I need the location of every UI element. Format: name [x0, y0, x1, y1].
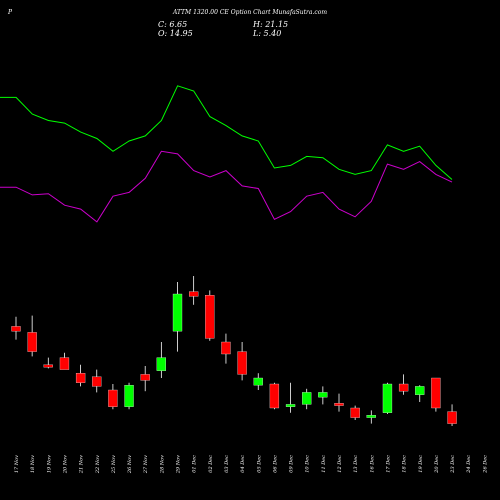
open-value: O: 14.95	[158, 29, 193, 38]
candle-body	[43, 364, 53, 368]
candle-body	[334, 403, 344, 406]
close-value: C: 6.65	[158, 20, 187, 29]
candle-body	[124, 385, 134, 407]
x-axis-ticks: 17 Nov 18 Nov 19 Nov 20 Nov 21 Nov 22 Nov 25 N…	[14, 455, 488, 474]
candle-body	[92, 376, 102, 387]
x-tick-label: 17 Dec	[385, 455, 391, 473]
candle-body	[269, 383, 280, 409]
candle-body	[350, 407, 360, 418]
candle-body	[140, 374, 150, 381]
candle-body	[221, 341, 231, 355]
x-tick-label: 03 Dec	[224, 455, 230, 473]
candle-body	[415, 386, 425, 395]
candle-body	[11, 326, 21, 332]
candle-body	[75, 373, 86, 383]
x-tick-label: 11 Dec	[321, 455, 327, 473]
candle-body	[237, 351, 247, 375]
x-tick-label: 18 Dec	[402, 455, 408, 473]
x-tick-label: 13 Dec	[353, 455, 359, 473]
x-tick-label: 05 Dec	[256, 455, 262, 473]
low-value: L: 5.40	[252, 29, 281, 38]
x-tick-label: 09 Dec	[289, 455, 295, 473]
x-tick-label: 26 Dec	[482, 455, 488, 474]
candle-body	[398, 383, 409, 392]
candles-group	[11, 276, 457, 426]
candle-body	[172, 293, 183, 332]
x-tick-label: 24 Dec	[466, 455, 472, 474]
x-tick-label: 29 Nov	[176, 455, 182, 474]
high-value: H: 21.15	[252, 20, 288, 29]
x-tick-label: 02 Dec	[208, 455, 214, 473]
x-tick-label: 23 Dec	[450, 455, 456, 474]
x-tick-label: 22 Nov	[95, 455, 101, 474]
candle-body	[59, 357, 70, 370]
candle-body	[253, 377, 263, 386]
symbol-label: P	[7, 9, 13, 16]
x-tick-label: 06 Dec	[272, 455, 278, 473]
x-tick-label: 20 Dec	[434, 455, 440, 474]
x-tick-label: 19 Nov	[46, 455, 52, 473]
x-tick-label: 01 Dec	[192, 455, 198, 473]
chart-title: ATTM 1320.00 CE Option Chart MunafaSutra…	[172, 9, 327, 16]
lower-band-line	[0, 150, 453, 223]
candle-body	[285, 404, 296, 407]
x-tick-label: 04 Dec	[240, 455, 246, 473]
x-tick-label: 18 Nov	[30, 455, 36, 473]
candle-body	[302, 392, 312, 405]
candle-body	[366, 415, 376, 418]
x-tick-label: 21 Nov	[79, 455, 85, 474]
x-tick-label: 16 Dec	[369, 455, 375, 473]
x-tick-label: 10 Dec	[305, 455, 311, 473]
x-tick-label: 17 Nov	[14, 455, 20, 473]
candle-body	[156, 357, 167, 371]
candle-body	[447, 411, 457, 424]
candle-body	[382, 383, 393, 413]
candle-body	[108, 389, 118, 407]
x-tick-label: 28 Nov	[159, 455, 165, 474]
x-tick-label: 12 Dec	[337, 455, 343, 473]
indicator-lines	[0, 85, 453, 223]
x-tick-label: 25 Nov	[111, 455, 117, 474]
x-tick-label: 27 Nov	[143, 455, 149, 474]
candle-body	[27, 332, 37, 352]
x-tick-label: 26 Nov	[127, 455, 133, 474]
upper-band-line	[0, 85, 453, 180]
x-tick-label: 19 Dec	[418, 455, 424, 473]
candle-body	[431, 377, 441, 409]
candle-body	[188, 291, 199, 297]
candle-body	[205, 295, 215, 339]
candle-body	[318, 392, 328, 398]
x-tick-label: 20 Nov	[62, 455, 68, 474]
